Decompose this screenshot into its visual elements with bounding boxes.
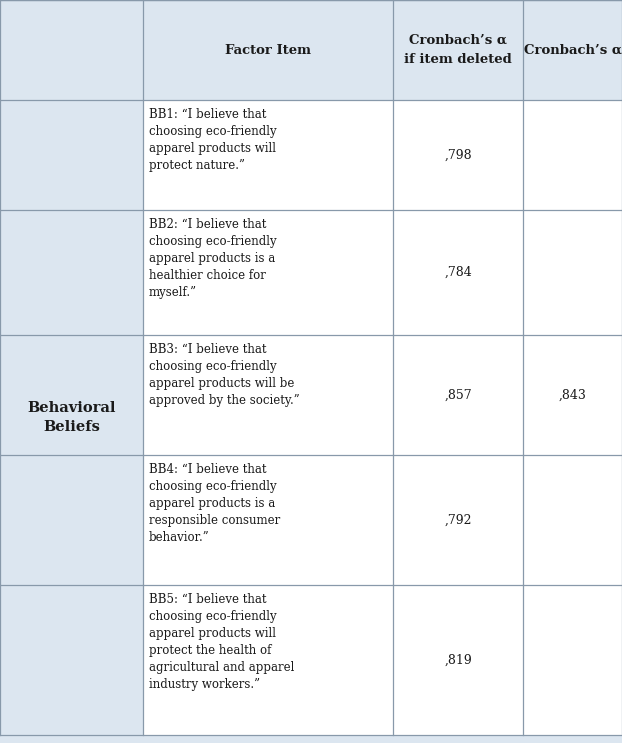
Text: BB2: “I believe that
choosing eco-friendly
apparel products is a
healthier choic: BB2: “I believe that choosing eco-friend…: [149, 218, 277, 299]
Text: BB5: “I believe that
choosing eco-friendly
apparel products will
protect the hea: BB5: “I believe that choosing eco-friend…: [149, 593, 294, 691]
Bar: [393, 210, 523, 335]
Bar: [523, 455, 622, 585]
Bar: [0, 585, 143, 735]
Bar: [393, 0, 523, 100]
Bar: [523, 100, 622, 210]
Bar: [0, 0, 143, 100]
Bar: [143, 100, 393, 210]
Text: Cronbach’s α
if item deleted: Cronbach’s α if item deleted: [404, 34, 512, 66]
Bar: [143, 455, 393, 585]
Bar: [143, 335, 393, 455]
Bar: [143, 585, 393, 735]
Text: BB3: “I believe that
choosing eco-friendly
apparel products will be
approved by : BB3: “I believe that choosing eco-friend…: [149, 343, 300, 407]
Bar: [523, 335, 622, 455]
Text: ,792: ,792: [444, 513, 471, 527]
Bar: [523, 0, 622, 100]
Text: Factor Item: Factor Item: [225, 44, 311, 56]
Bar: [0, 455, 143, 585]
Bar: [0, 100, 143, 210]
Text: ,857: ,857: [444, 389, 472, 401]
Text: Cronbach’s α: Cronbach’s α: [524, 44, 621, 56]
Bar: [0, 210, 143, 335]
Bar: [143, 210, 393, 335]
Bar: [0, 335, 143, 455]
Text: Behavioral
Beliefs: Behavioral Beliefs: [27, 400, 116, 434]
Text: BB1: “I believe that
choosing eco-friendly
apparel products will
protect nature.: BB1: “I believe that choosing eco-friend…: [149, 108, 277, 172]
Text: ,798: ,798: [444, 149, 472, 161]
Bar: [393, 585, 523, 735]
Bar: [523, 585, 622, 735]
Bar: [523, 210, 622, 335]
Bar: [393, 335, 523, 455]
Text: ,784: ,784: [444, 266, 472, 279]
Bar: [393, 100, 523, 210]
Text: BB4: “I believe that
choosing eco-friendly
apparel products is a
responsible con: BB4: “I believe that choosing eco-friend…: [149, 463, 281, 544]
Bar: [143, 0, 393, 100]
Bar: [393, 455, 523, 585]
Text: ,819: ,819: [444, 654, 472, 666]
Text: ,843: ,843: [559, 389, 587, 401]
